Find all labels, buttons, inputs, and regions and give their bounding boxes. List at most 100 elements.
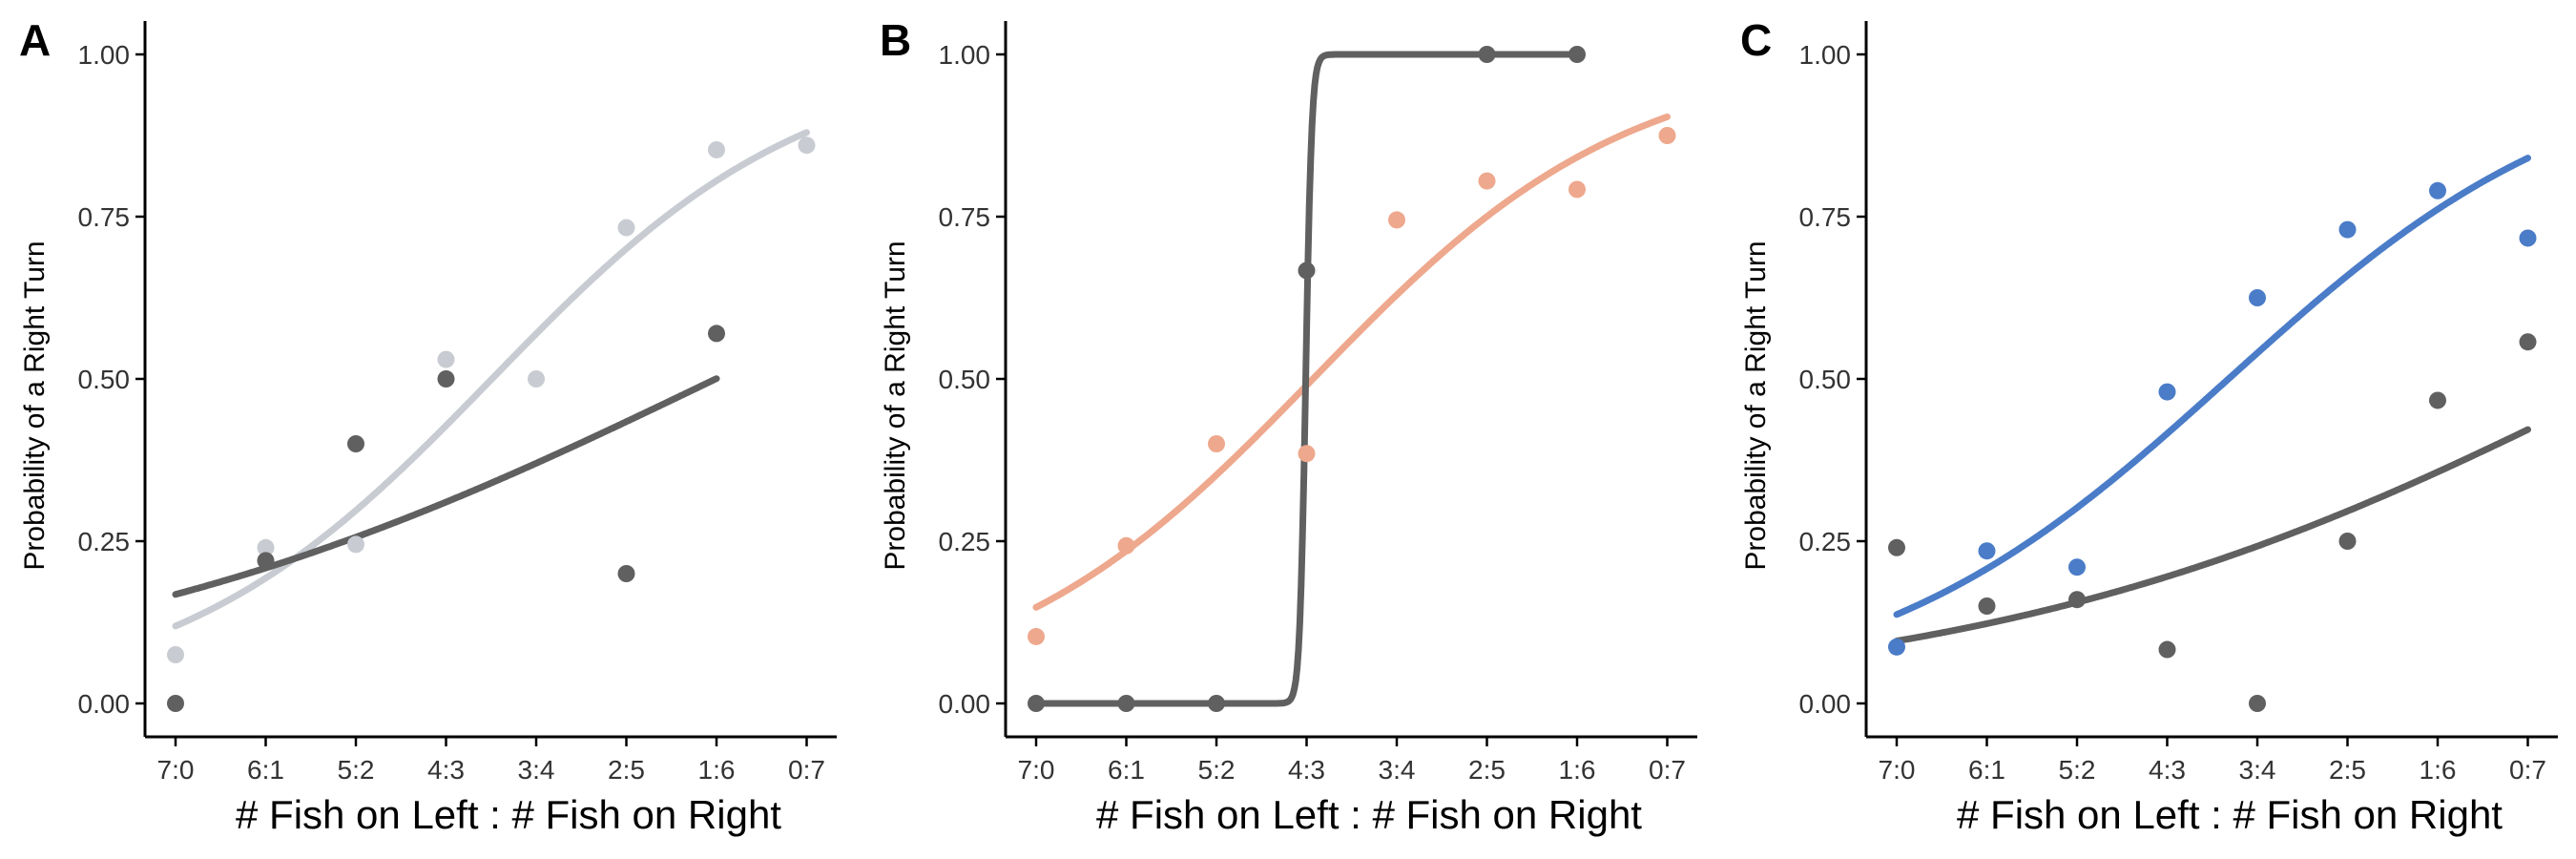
data-point-dark-b (1568, 46, 1586, 63)
data-point-dark-a (257, 552, 275, 570)
y-axis-label-c: Probability of a Right Turn (1740, 241, 1772, 570)
data-point-blue-c (2519, 229, 2537, 247)
panel-c: C Probability of a Right Turn # Fish on … (1740, 15, 2558, 837)
y-tick-label: 0.25 (78, 527, 131, 556)
panel-label-a: A (19, 15, 51, 65)
panel-b: B Probability of a Right Turn # Fish on … (880, 15, 1697, 837)
y-axis-label-a: Probability of a Right Turn (19, 241, 51, 570)
data-point-dark-a (347, 435, 364, 452)
panel-label-b: B (880, 15, 911, 65)
x-tick-label: 2:5 (608, 755, 645, 785)
x-tick-label: 5:2 (2059, 755, 2096, 785)
data-point-blue-c (2158, 383, 2176, 401)
x-tick-label: 3:4 (1379, 755, 1416, 785)
y-tick-label: 0.25 (1799, 527, 1852, 556)
data-point-dark-a (437, 370, 455, 388)
data-point-salmon-b (1028, 627, 1045, 645)
data-point-dark-b (1298, 262, 1316, 280)
x-tick-label: 0:7 (788, 755, 825, 785)
data-point-blue-c (1888, 638, 1905, 656)
data-point-blue-c (2068, 558, 2086, 576)
data-point-salmon-b (1568, 180, 1586, 199)
y-tick-label: 0.00 (78, 689, 131, 719)
data-point-dark-a (708, 325, 725, 343)
data-point-blue-c (2249, 289, 2266, 306)
x-tick-label: 3:4 (2239, 755, 2276, 785)
data-point-salmon-b (1298, 445, 1316, 463)
fit-curve-salmon-b (1032, 113, 1671, 611)
data-point-salmon-b (1117, 536, 1135, 555)
x-tick-label: 1:6 (698, 755, 736, 785)
data-point-blue-c (2429, 181, 2446, 199)
panel-a: A Probability of a Right Turn # Fish on … (19, 15, 837, 837)
x-tick-label: 3:4 (518, 755, 555, 785)
data-points-b (1028, 46, 1676, 712)
data-point-blue-c (1978, 542, 1996, 560)
x-tick-label: 1:6 (1559, 755, 1596, 785)
x-tick-label: 6:1 (1968, 755, 2005, 785)
fit-curve-blue-c (1893, 155, 2531, 618)
data-point-gray-a (167, 646, 184, 663)
y-tick-label: 0.50 (78, 365, 131, 394)
y-ticks-c: 0.00 0.25 0.50 0.75 1.00 (1799, 40, 1866, 719)
y-axis-label-b: Probability of a Right Turn (880, 241, 911, 570)
y-tick-label: 0.00 (1799, 689, 1852, 719)
x-tick-label: 5:2 (1198, 755, 1236, 785)
y-tick-label: 0.50 (1799, 365, 1852, 394)
data-point-dark-c (2429, 391, 2446, 409)
x-ticks-a: 7:0 6:1 5:2 4:3 3:4 2:5 1:6 0:7 (157, 737, 825, 785)
data-point-blue-c (2338, 220, 2357, 239)
y-ticks-a: 0.00 0.25 0.50 0.75 1.00 (78, 40, 145, 719)
y-tick-label: 0.25 (939, 527, 991, 556)
data-point-dark-a (167, 695, 184, 712)
data-point-dark-c (2158, 640, 2176, 659)
y-tick-label: 1.00 (1799, 40, 1852, 70)
data-point-gray-a (708, 140, 725, 158)
x-tick-label: 7:0 (1018, 755, 1055, 785)
panel-label-c: C (1740, 15, 1772, 65)
data-points-a (167, 136, 816, 712)
data-point-dark-c (2519, 333, 2537, 351)
x-ticks-c: 7:0 6:1 5:2 4:3 3:4 2:5 1:6 0:7 (1879, 737, 2546, 785)
data-point-salmon-b (1388, 211, 1405, 229)
x-axis-label-a: # Fish on Left : # Fish on Right (236, 792, 781, 837)
data-point-dark-b (1208, 695, 1225, 712)
data-point-dark-c (2249, 695, 2266, 712)
data-point-gray-a (437, 350, 455, 368)
y-tick-label: 0.75 (78, 202, 131, 232)
x-tick-label: 4:3 (1288, 755, 1325, 785)
x-axis-label-b: # Fish on Left : # Fish on Right (1096, 792, 1642, 837)
x-tick-label: 2:5 (2329, 755, 2366, 785)
y-tick-label: 0.50 (939, 365, 991, 394)
fit-curves-c (1893, 155, 2531, 645)
fit-curve-gray-a (172, 129, 810, 630)
data-point-dark-b (1478, 46, 1496, 63)
x-tick-label: 4:3 (427, 755, 465, 785)
x-tick-label: 4:3 (2149, 755, 2186, 785)
data-point-salmon-b (1478, 172, 1496, 190)
x-tick-label: 1:6 (2420, 755, 2457, 785)
data-point-gray-a (798, 136, 816, 155)
x-tick-label: 5:2 (338, 755, 375, 785)
data-point-gray-a (347, 535, 364, 554)
y-tick-label: 0.00 (939, 689, 991, 719)
data-point-dark-c (2338, 533, 2357, 550)
data-point-gray-a (617, 219, 635, 237)
y-ticks-b: 0.00 0.25 0.50 0.75 1.00 (939, 40, 1006, 719)
x-ticks-b: 7:0 6:1 5:2 4:3 3:4 2:5 1:6 0:7 (1018, 737, 1686, 785)
x-tick-label: 2:5 (1468, 755, 1506, 785)
x-tick-label: 6:1 (247, 755, 284, 785)
data-point-dark-b (1028, 695, 1045, 712)
data-point-dark-c (2068, 591, 2086, 609)
fit-curve-dark-c (1893, 426, 2531, 645)
data-point-dark-a (617, 565, 635, 582)
data-point-salmon-b (1208, 435, 1225, 452)
data-point-gray-a (528, 370, 545, 388)
y-tick-label: 1.00 (939, 40, 991, 70)
data-point-gray-a (257, 538, 275, 556)
y-tick-label: 1.00 (78, 40, 131, 70)
x-tick-label: 7:0 (157, 755, 195, 785)
x-tick-label: 0:7 (2509, 755, 2546, 785)
